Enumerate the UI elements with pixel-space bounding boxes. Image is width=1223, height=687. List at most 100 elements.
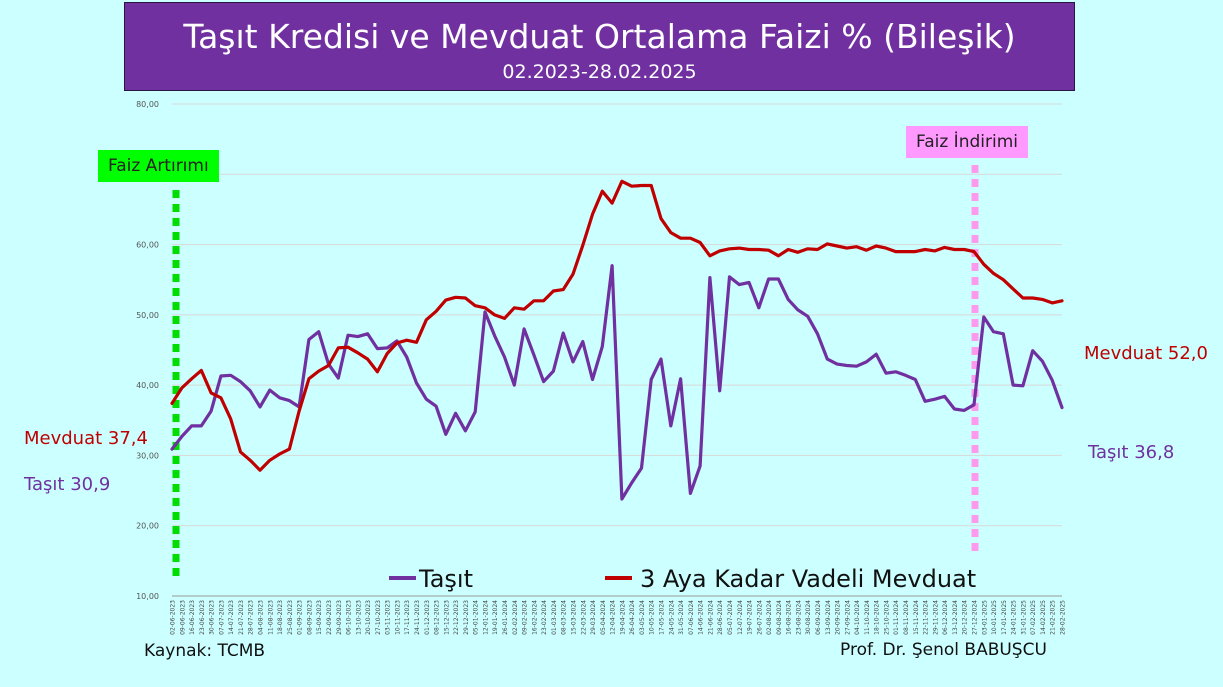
x-tick-label: 24-01-2025 (1011, 600, 1018, 635)
x-tick-label: 01-11-2024 (893, 600, 900, 635)
x-tick-label: 28-02-2025 (1060, 600, 1067, 635)
x-tick-label: 29-12-2023 (463, 600, 470, 635)
x-tick-label: 26-07-2024 (756, 600, 763, 635)
y-tick-label: 30,00 (136, 451, 159, 460)
x-tick-label: 17-05-2024 (659, 600, 666, 635)
x-tick-label: 24-05-2024 (668, 600, 675, 635)
legend-label-tasit: Taşıt (418, 565, 473, 593)
x-tick-label: 08-09-2023 (306, 600, 313, 635)
x-tick-label: 12-07-2024 (737, 600, 744, 635)
tasit-end-label: Taşıt 36,8 (1088, 442, 1175, 463)
x-tick-label: 10-11-2023 (394, 600, 401, 635)
x-tick-label: 04-08-2023 (258, 600, 265, 635)
x-tick-label: 21-06-2024 (707, 600, 714, 635)
legend: Taşıt 3 Aya Kadar Vadeli Mevduat (389, 565, 976, 593)
x-tick-label: 14-07-2023 (228, 600, 235, 635)
x-tick-label: 21-02-2025 (1050, 600, 1057, 635)
x-tick-label: 26-01-2024 (502, 600, 509, 635)
x-tick-label: 18-10-2024 (874, 600, 881, 635)
x-tick-label: 01-03-2024 (551, 600, 558, 635)
x-tick-label: 29-11-2024 (932, 600, 939, 635)
rate-hike-tag: Faiz Artırımı (98, 150, 219, 182)
chart-title: Taşıt Kredisi ve Mevduat Ortalama Faizi … (183, 17, 1016, 56)
x-tick-label: 02-06-2023 (170, 600, 177, 635)
series-lines (170, 179, 1064, 501)
rate-cut-tag: Faiz İndirimi (906, 126, 1028, 158)
x-tick-label: 02-02-2024 (512, 600, 519, 635)
x-tick-label: 25-10-2024 (883, 600, 890, 635)
x-tick-label: 30-06-2023 (209, 600, 216, 635)
x-tick-label: 28-07-2023 (248, 600, 255, 635)
x-tick-label: 05-01-2024 (473, 600, 480, 635)
x-tick-label: 06-09-2024 (815, 600, 822, 635)
x-tick-label: 24-11-2023 (414, 600, 421, 635)
x-tick-label: 27-09-2024 (844, 600, 851, 635)
x-tick-label: 18-08-2023 (277, 600, 284, 635)
x-tick-label: 19-07-2024 (747, 600, 754, 635)
x-tick-label: 28-06-2024 (717, 600, 724, 635)
x-tick-label: 10-01-2025 (991, 600, 998, 635)
x-tick-label: 27-10-2023 (375, 600, 382, 635)
author-label: Prof. Dr. Şenol BABUŞCU (840, 640, 1047, 660)
x-tick-label: 12-01-2024 (482, 600, 489, 635)
x-tick-label: 22-09-2023 (326, 600, 333, 635)
x-tick-label: 14-06-2024 (698, 600, 705, 635)
x-tick-label: 26-04-2024 (629, 600, 636, 635)
x-tick-label: 03-11-2023 (385, 600, 392, 635)
x-tick-label: 23-08-2024 (795, 600, 802, 635)
x-tick-label: 29-03-2024 (590, 600, 597, 635)
x-tick-label: 14-02-2025 (1040, 600, 1047, 635)
x-tick-label: 02-08-2024 (766, 600, 773, 635)
x-tick-label: 11-08-2023 (267, 600, 274, 635)
x-tick-label: 04-10-2024 (854, 600, 861, 635)
x-tick-label: 29-09-2023 (336, 600, 343, 635)
y-tick-label: 80,00 (136, 100, 159, 109)
x-tick-label: 08-12-2023 (434, 600, 441, 635)
y-tick-label: 10,00 (136, 592, 159, 601)
x-tick-label: 03-05-2024 (639, 600, 646, 635)
x-tick-label: 10-05-2024 (649, 600, 656, 635)
x-tick-label: 15-11-2024 (913, 600, 920, 635)
x-tick-label: 03-01-2025 (981, 600, 988, 635)
x-tick-label: 09-08-2024 (776, 600, 783, 635)
x-tick-label: 23-06-2023 (199, 600, 206, 635)
x-axis: 02-06-2023 09-06-2023 16-06-2023 23-06-2023… (170, 600, 1067, 635)
x-tick-label: 11-10-2024 (864, 600, 871, 635)
x-tick-label: 15-09-2023 (316, 600, 323, 635)
x-tick-label: 19-04-2024 (619, 600, 626, 635)
x-tick-label: 13-10-2023 (355, 600, 362, 635)
x-tick-label: 09-06-2023 (179, 600, 186, 635)
x-tick-label: 12-04-2024 (610, 600, 617, 635)
x-tick-label: 05-07-2024 (727, 600, 734, 635)
x-tick-label: 15-12-2023 (443, 600, 450, 635)
x-tick-label: 08-11-2024 (903, 600, 910, 635)
x-tick-label: 31-05-2024 (678, 600, 685, 635)
x-tick-label: 17-11-2023 (404, 600, 411, 635)
x-tick-label: 05-04-2024 (600, 600, 607, 635)
source-label: Kaynak: TCMB (144, 641, 266, 661)
y-tick-label: 20,00 (136, 522, 159, 531)
x-tick-label: 31-01-2025 (1020, 600, 1027, 635)
chart-subtitle: 02.2023-28.02.2025 (502, 61, 697, 83)
x-tick-label: 20-12-2024 (962, 600, 969, 635)
y-tick-label: 40,00 (136, 381, 159, 390)
x-tick-label: 21-07-2023 (238, 600, 245, 635)
x-tick-label: 07-07-2023 (218, 600, 225, 635)
x-tick-label: 08-03-2024 (561, 600, 568, 635)
x-tick-label: 19-01-2024 (492, 600, 499, 635)
x-tick-label: 16-06-2023 (189, 600, 196, 635)
y-tick-label: 50,00 (136, 311, 159, 320)
x-tick-label: 22-11-2024 (923, 600, 930, 635)
x-tick-label: 09-02-2024 (522, 600, 529, 635)
x-tick-label: 22-03-2024 (580, 600, 587, 635)
tasit-line (170, 264, 1064, 501)
x-tick-label: 16-02-2024 (531, 600, 538, 635)
mevduat-line (170, 179, 1064, 472)
mevduat-end-label: Mevduat 52,0 (1084, 343, 1208, 364)
tasit-start-label: Taşıt 30,9 (24, 474, 111, 495)
x-tick-label: 13-12-2024 (952, 600, 959, 635)
y-tick-label: 60,00 (136, 241, 159, 250)
x-tick-label: 06-12-2024 (942, 600, 949, 635)
x-tick-label: 25-08-2023 (287, 600, 294, 635)
